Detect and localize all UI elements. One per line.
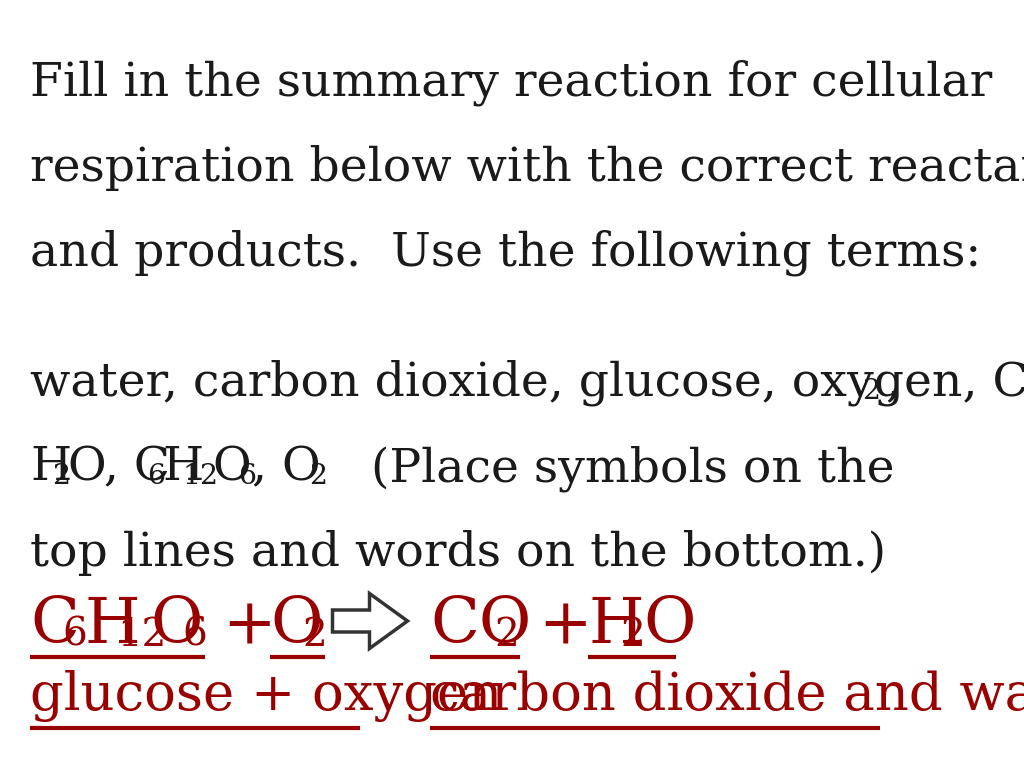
Text: glucose + oxygen: glucose + oxygen [30, 670, 502, 722]
Text: ,: , [885, 360, 900, 406]
Text: O: O [270, 595, 323, 656]
Text: H: H [30, 445, 72, 490]
Text: O, C: O, C [68, 445, 170, 490]
Text: 2: 2 [494, 617, 519, 654]
Text: 6: 6 [147, 463, 165, 490]
Text: water, carbon dioxide, glucose, oxygen, CO: water, carbon dioxide, glucose, oxygen, … [30, 360, 1024, 406]
Text: (Place symbols on the: (Place symbols on the [326, 445, 895, 492]
Text: respiration below with the correct reactants: respiration below with the correct react… [30, 145, 1024, 191]
Text: top lines and words on the bottom.): top lines and words on the bottom.) [30, 530, 886, 576]
Text: O: O [150, 595, 203, 656]
Text: 12: 12 [183, 463, 219, 490]
Text: 6: 6 [62, 617, 87, 654]
Text: 2: 2 [620, 617, 645, 654]
Text: 2: 2 [309, 463, 327, 490]
Text: CO: CO [430, 595, 531, 656]
Text: carbon dioxide and water: carbon dioxide and water [430, 670, 1024, 721]
Text: 6: 6 [182, 617, 207, 654]
Text: +: + [222, 595, 275, 656]
Text: 2: 2 [862, 378, 880, 405]
Text: O: O [212, 445, 251, 490]
Text: 2: 2 [52, 463, 70, 490]
Text: H: H [162, 445, 203, 490]
Text: 12: 12 [117, 617, 166, 654]
Text: , O: , O [252, 445, 321, 490]
Text: C: C [30, 595, 79, 656]
Polygon shape [333, 594, 408, 648]
Text: 6: 6 [238, 463, 256, 490]
Text: +: + [538, 595, 592, 656]
Text: H: H [588, 595, 644, 656]
Text: H: H [85, 595, 140, 656]
Text: and products.  Use the following terms:: and products. Use the following terms: [30, 230, 981, 276]
Text: 2: 2 [302, 617, 327, 654]
Text: Fill in the summary reaction for cellular: Fill in the summary reaction for cellula… [30, 60, 992, 107]
Text: O: O [643, 595, 695, 656]
